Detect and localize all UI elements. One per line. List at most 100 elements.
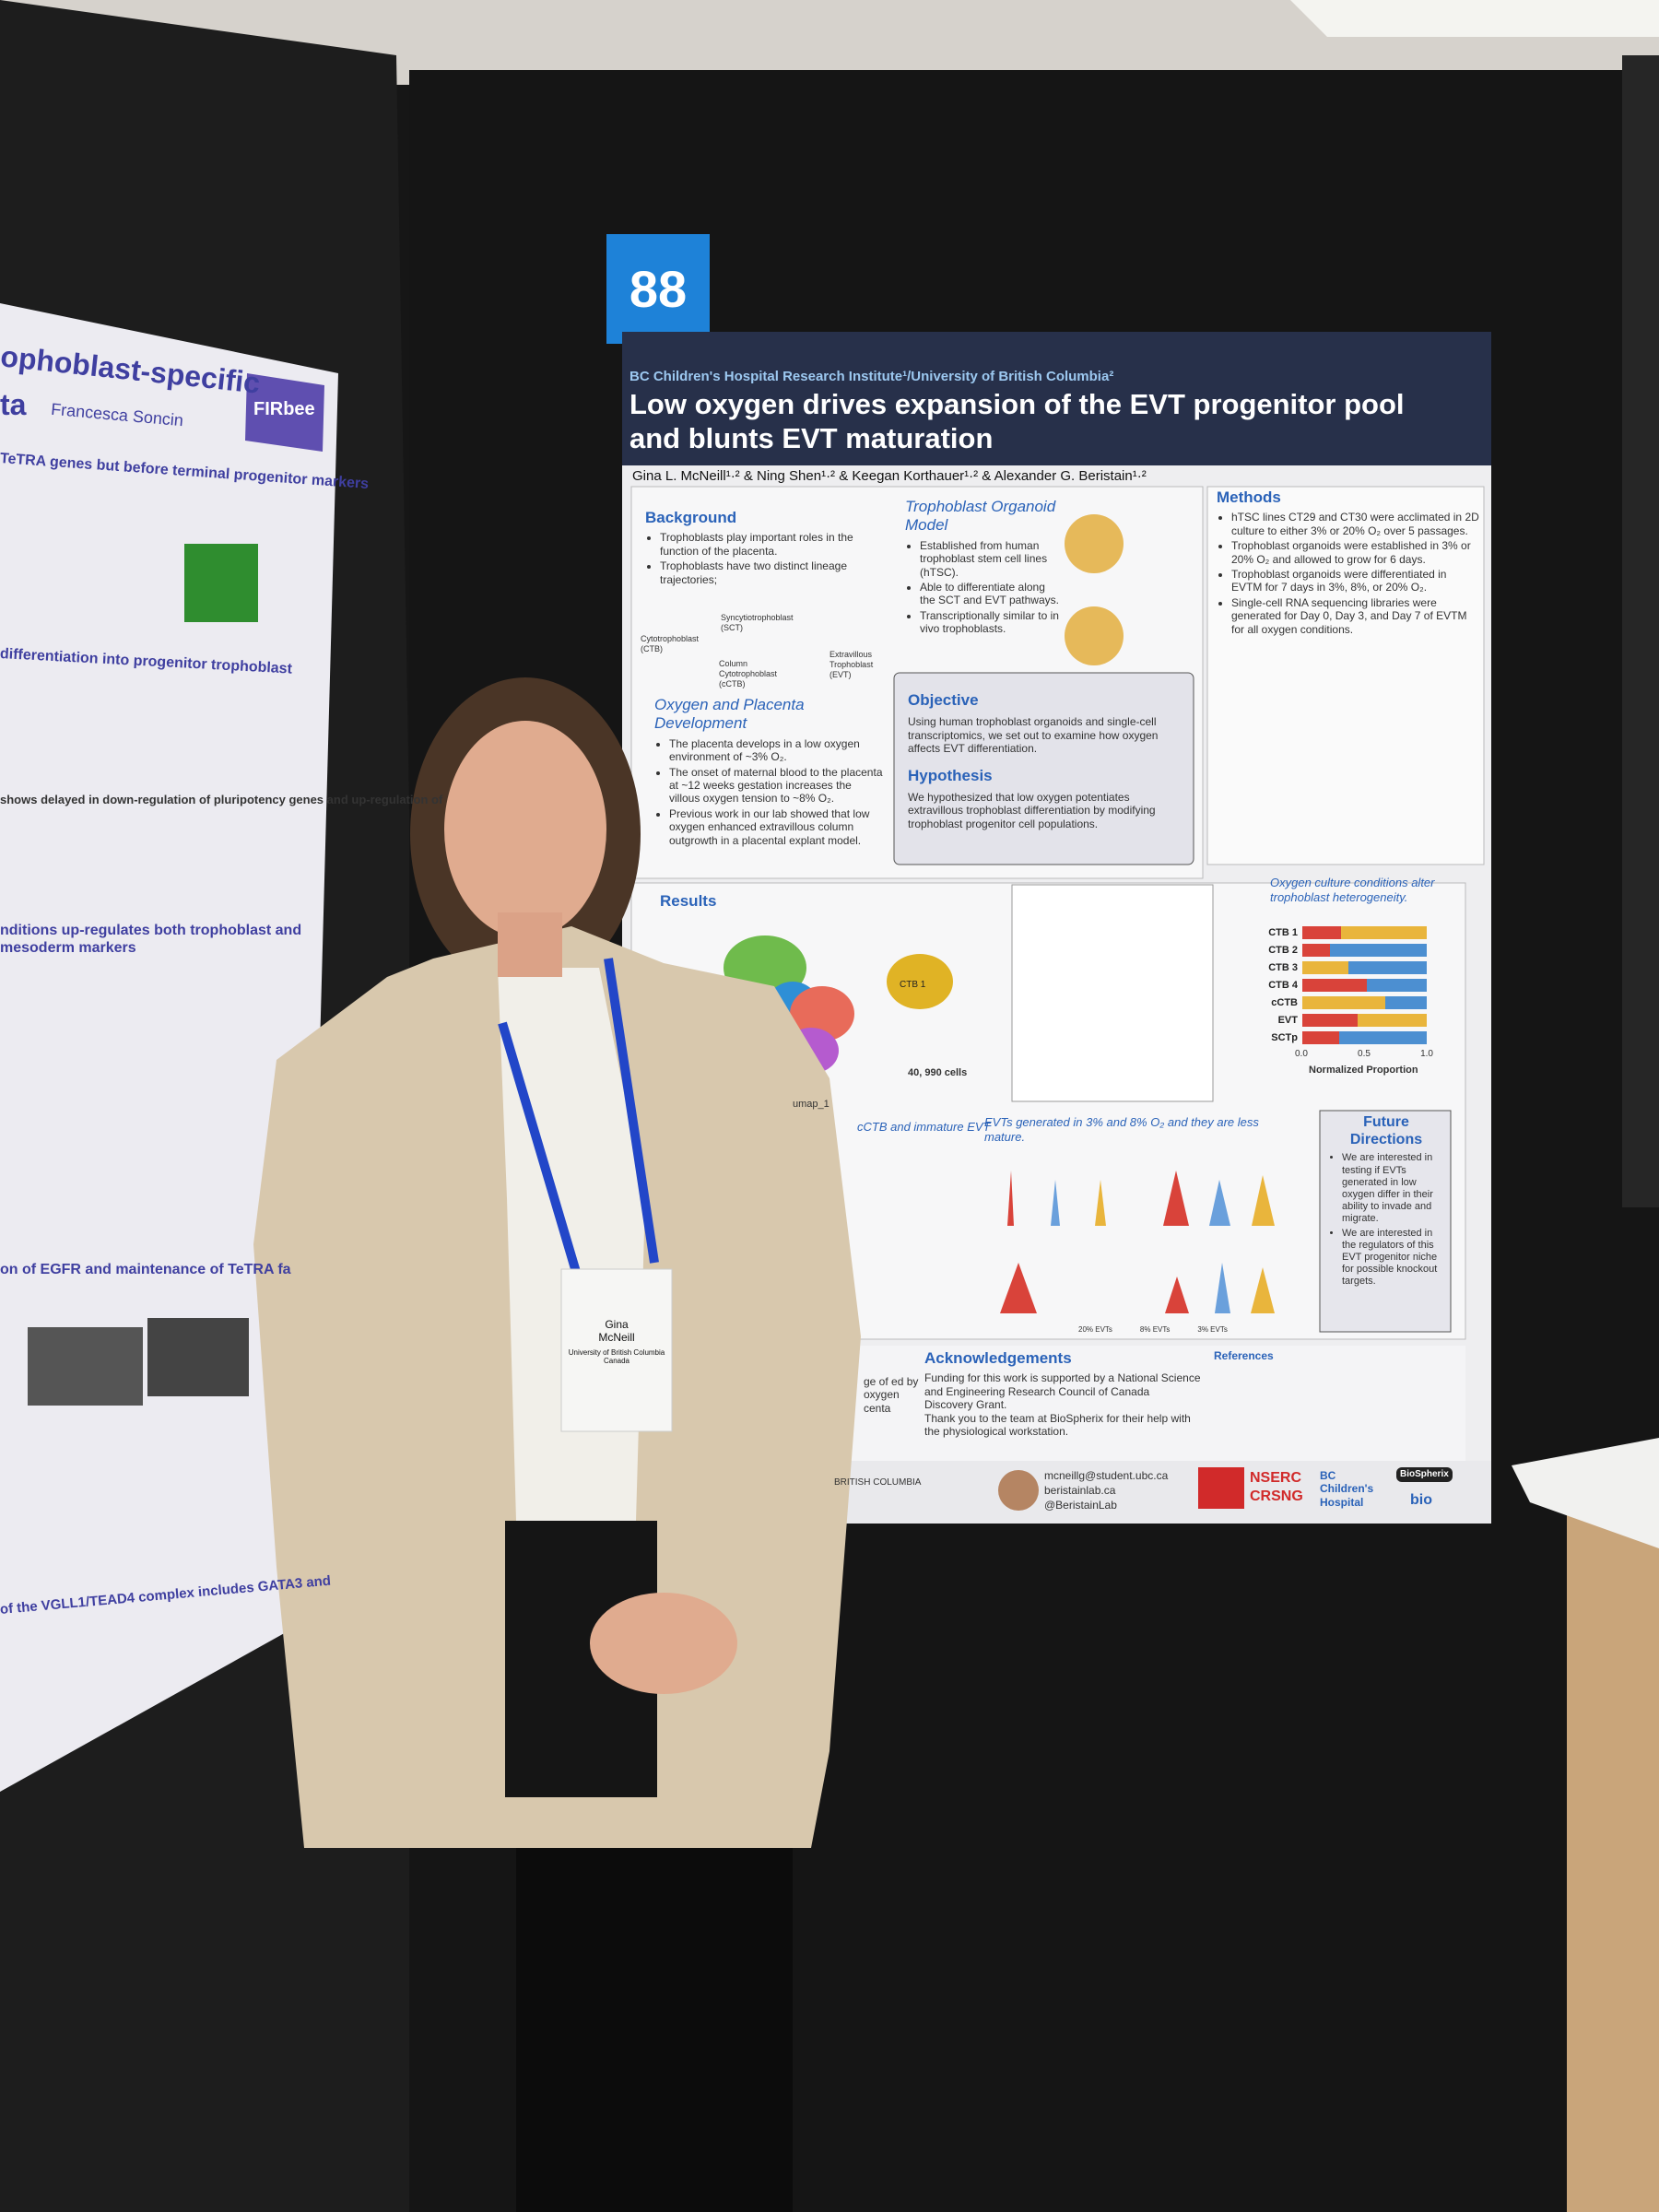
list-item: We are interested in the regulators of t… <box>1342 1228 1445 1288</box>
left-poster <box>0 303 338 1792</box>
badge-first: Gina <box>605 1318 629 1331</box>
poster-number: 88 <box>629 260 688 318</box>
organoid <box>1065 514 1124 573</box>
list-item: Single-cell RNA sequencing libraries wer… <box>1231 596 1479 636</box>
panel <box>1206 486 1485 865</box>
heading: Objective <box>908 691 979 709</box>
text-line: EVT <box>1277 1015 1298 1026</box>
contact-photo <box>998 1470 1039 1511</box>
left-poster-text: shows delayed in down-regulation of plur… <box>0 793 443 806</box>
list: Established from human trophoblast stem … <box>905 539 1062 636</box>
text-line: Funding for this work is supported by a … <box>924 1371 1201 1412</box>
left-poster-text: nditions up-regulates both trophoblast a… <box>0 923 302 957</box>
list-item: Able to differentiate along the SCT and … <box>920 581 1062 607</box>
heading: Background <box>645 509 737 526</box>
cluster-label: CTB 1 <box>900 980 926 990</box>
bar-ticks: 0.0 0.5 1.0 <box>1295 1049 1433 1060</box>
list-item: Trophoblast organoids were established i… <box>1231 539 1479 566</box>
authors: Gina L. McNeill¹·² & Ning Shen¹·² & Keeg… <box>632 468 1147 484</box>
diagram-label: Cytotrophoblast (CTB) <box>641 634 700 653</box>
objective: Objective Using human trophoblast organo… <box>908 691 1184 830</box>
left-poster-title: ta <box>0 388 27 421</box>
list: hTSC lines CT29 and CT30 were acclimated… <box>1217 511 1479 636</box>
left-poster-logo <box>245 373 324 452</box>
list-item: We are interested in testing if EVTs gen… <box>1342 1152 1445 1225</box>
list: Trophoblasts play important roles in the… <box>645 531 885 586</box>
heading: Trophoblast Organoid Model <box>905 498 1056 535</box>
badge: Gina McNeill University of British Colum… <box>561 1318 672 1366</box>
heading: Oxygen and Placenta Development <box>654 696 805 733</box>
dot-plot <box>1011 884 1214 1102</box>
logo: BioSpherix <box>1396 1467 1453 1482</box>
text-line: SCTp <box>1271 1032 1298 1043</box>
text-line: mcneillg@student.ubc.ca <box>1044 1469 1169 1482</box>
umap-caption: 40, 990 cells <box>908 1067 968 1078</box>
poster-title: Low oxygen drives expansion of the EVT p… <box>629 388 1405 455</box>
list-item: Trophoblast organoids were differentiate… <box>1231 568 1479 594</box>
violin-legend: 20% EVTs 8% EVTs 3% EVTs <box>1078 1325 1228 1335</box>
diagram-label: Extravillous Trophoblast (EVT) <box>830 650 874 679</box>
label: 20% EVTs <box>1078 1325 1112 1334</box>
footer-text: BRITISH COLUMBIA <box>834 1477 922 1488</box>
person <box>253 677 861 2212</box>
organoid <box>1065 606 1124 665</box>
heading: Hypothesis <box>908 766 993 784</box>
text-line: CTB 2 <box>1268 945 1298 956</box>
papers <box>1512 1438 1659 1548</box>
institution: BC Children's Hospital Research Institut… <box>629 369 1114 384</box>
acknowledgements: Acknowledgements Funding for this work i… <box>924 1349 1201 1438</box>
text-line: beristainlab.ca <box>1044 1484 1116 1497</box>
diagram-label: Column Cytotrophoblast (cCTB) <box>719 659 778 688</box>
objective-box <box>893 672 1194 865</box>
future-section: Future Directions We are interested in t… <box>1327 1113 1445 1289</box>
results-heading: Results <box>660 892 717 910</box>
heading: Acknowledgements <box>924 1349 1072 1367</box>
left-poster-image <box>147 1318 249 1396</box>
conclusion-fragment: ge of ed by oxygen centa <box>864 1375 919 1415</box>
bar-labels: CTB 1 CTB 2 CTB 3 CTB 4 cCTB EVT SCTp <box>1263 924 1298 1047</box>
wood-stand <box>1567 1475 1659 2212</box>
text-line: CTB 3 <box>1268 962 1298 973</box>
badge-affiliation: University of British Columbia Canada <box>568 1347 665 1366</box>
diagram-label: Syncytiotrophoblast (SCT) <box>721 613 794 632</box>
umap-axis: umap_1 <box>793 1099 830 1110</box>
umap-cluster <box>887 954 953 1009</box>
number-tag <box>606 234 710 344</box>
heterogeneity-caption: Oxygen culture conditions alter trophobl… <box>1270 876 1435 904</box>
list: We are interested in testing if EVTs gen… <box>1327 1152 1445 1288</box>
logo: bio <box>1410 1492 1432 1508</box>
badge-last: McNeill <box>598 1331 635 1345</box>
heading: Future Directions <box>1349 1114 1423 1148</box>
label: 3% EVTs <box>1197 1325 1228 1334</box>
list-item: The onset of maternal blood to the place… <box>669 766 885 806</box>
oxygen-section: Oxygen and Placenta Development The plac… <box>654 696 885 849</box>
text-line: CTB 1 <box>1268 927 1298 938</box>
text: Using human trophoblast organoids and si… <box>908 715 1159 756</box>
list-item: hTSC lines CT29 and CT30 were acclimated… <box>1231 511 1479 537</box>
evt-caption: EVTs generated in 3% and 8% O₂ and they … <box>984 1115 1259 1144</box>
ceiling-light <box>1290 0 1659 37</box>
list-item: Trophoblasts have two distinct lineage t… <box>660 559 885 586</box>
cctb-caption: cCTB and immature EVT <box>857 1120 991 1134</box>
references-heading: References <box>1214 1349 1274 1362</box>
methods-section: Methods hTSC lines CT29 and CT30 were ac… <box>1217 488 1479 638</box>
logo: CRSNG <box>1250 1488 1303 1504</box>
organoid-section: Trophoblast Organoid Model Established f… <box>905 498 1062 638</box>
label: 0.0 <box>1295 1049 1308 1059</box>
poster-header <box>622 332 1491 465</box>
label: 0.5 <box>1358 1049 1371 1059</box>
list-item: Transcriptionally similar to in vivo tro… <box>920 609 1062 636</box>
future-box <box>1319 1110 1452 1333</box>
stacked-bars <box>1302 926 1427 1044</box>
list-item: Established from human trophoblast stem … <box>920 539 1062 579</box>
right-board <box>1622 55 1659 1207</box>
contact: mcneillg@student.ubc.ca beristainlab.ca @B… <box>1044 1468 1168 1512</box>
left-poster-image <box>28 1327 143 1406</box>
label: 1.0 <box>1420 1049 1433 1059</box>
text-line: @BeristainLab <box>1044 1499 1117 1512</box>
background-section: Background Trophoblasts play important r… <box>645 509 885 588</box>
list: The placenta develops in a low oxygen en… <box>654 737 885 847</box>
left-poster-text: on of EGFR and maintenance of TeTRA fa <box>0 1262 291 1277</box>
